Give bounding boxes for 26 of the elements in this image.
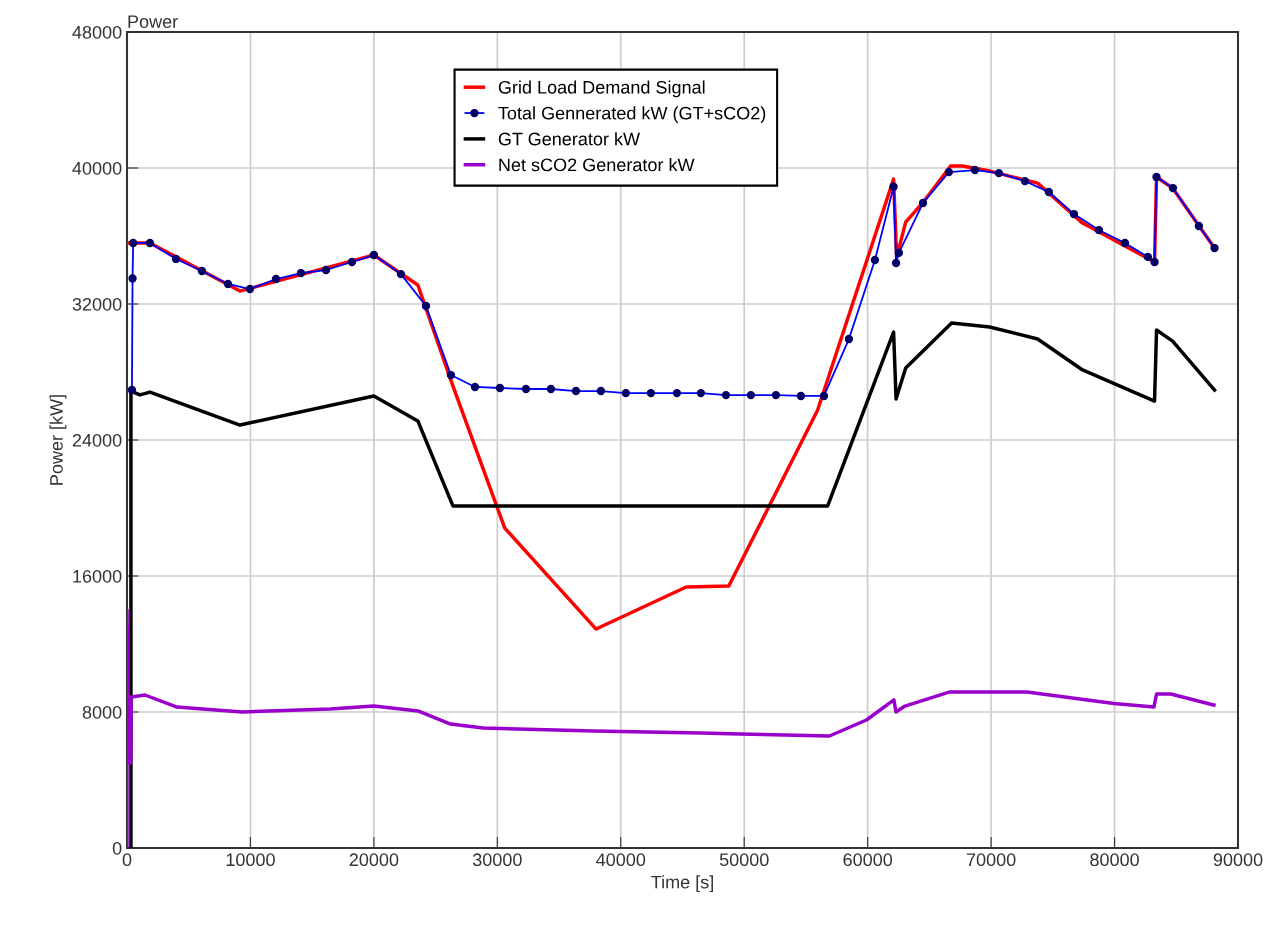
x-tick-label: 80000 — [1090, 853, 1139, 867]
x-tick-label: 60000 — [843, 853, 893, 867]
x-axis-title: Time [s] — [651, 875, 713, 893]
x-tick-label: 50000 — [719, 853, 769, 867]
y-tick-label: 32000 — [72, 297, 122, 311]
legend-label: Total Gennerated kW (GT+sCO2) — [498, 106, 766, 124]
y-tick-label: 40000 — [72, 161, 122, 175]
legend-label: Net sCO2 Generator kW — [499, 158, 695, 172]
line-series — [129, 321, 1217, 848]
y-tick-label: 48000 — [72, 25, 122, 39]
y-tick-label: 8000 — [82, 705, 122, 719]
legend-label: Grid Load Demand Signal — [498, 80, 705, 98]
x-tick-label: 0 — [122, 853, 132, 867]
x-tick-label: 10000 — [226, 853, 275, 867]
chart-title: Power — [128, 15, 178, 29]
x-tick-label: 90000 — [1213, 853, 1263, 867]
y-tick-label: 0 — [112, 841, 122, 855]
y-axis-title: Power [kW] — [49, 395, 67, 485]
line-series — [127, 608, 1216, 848]
y-tick-label: 24000 — [72, 433, 122, 447]
x-tick-label: 70000 — [966, 853, 1016, 867]
x-tick-label: 40000 — [596, 853, 646, 867]
x-tick-label: 30000 — [472, 853, 522, 867]
y-tick-label: 16000 — [73, 569, 122, 583]
x-tick-label: 20000 — [349, 853, 399, 867]
legend-label: GT Generator kW — [498, 132, 640, 146]
